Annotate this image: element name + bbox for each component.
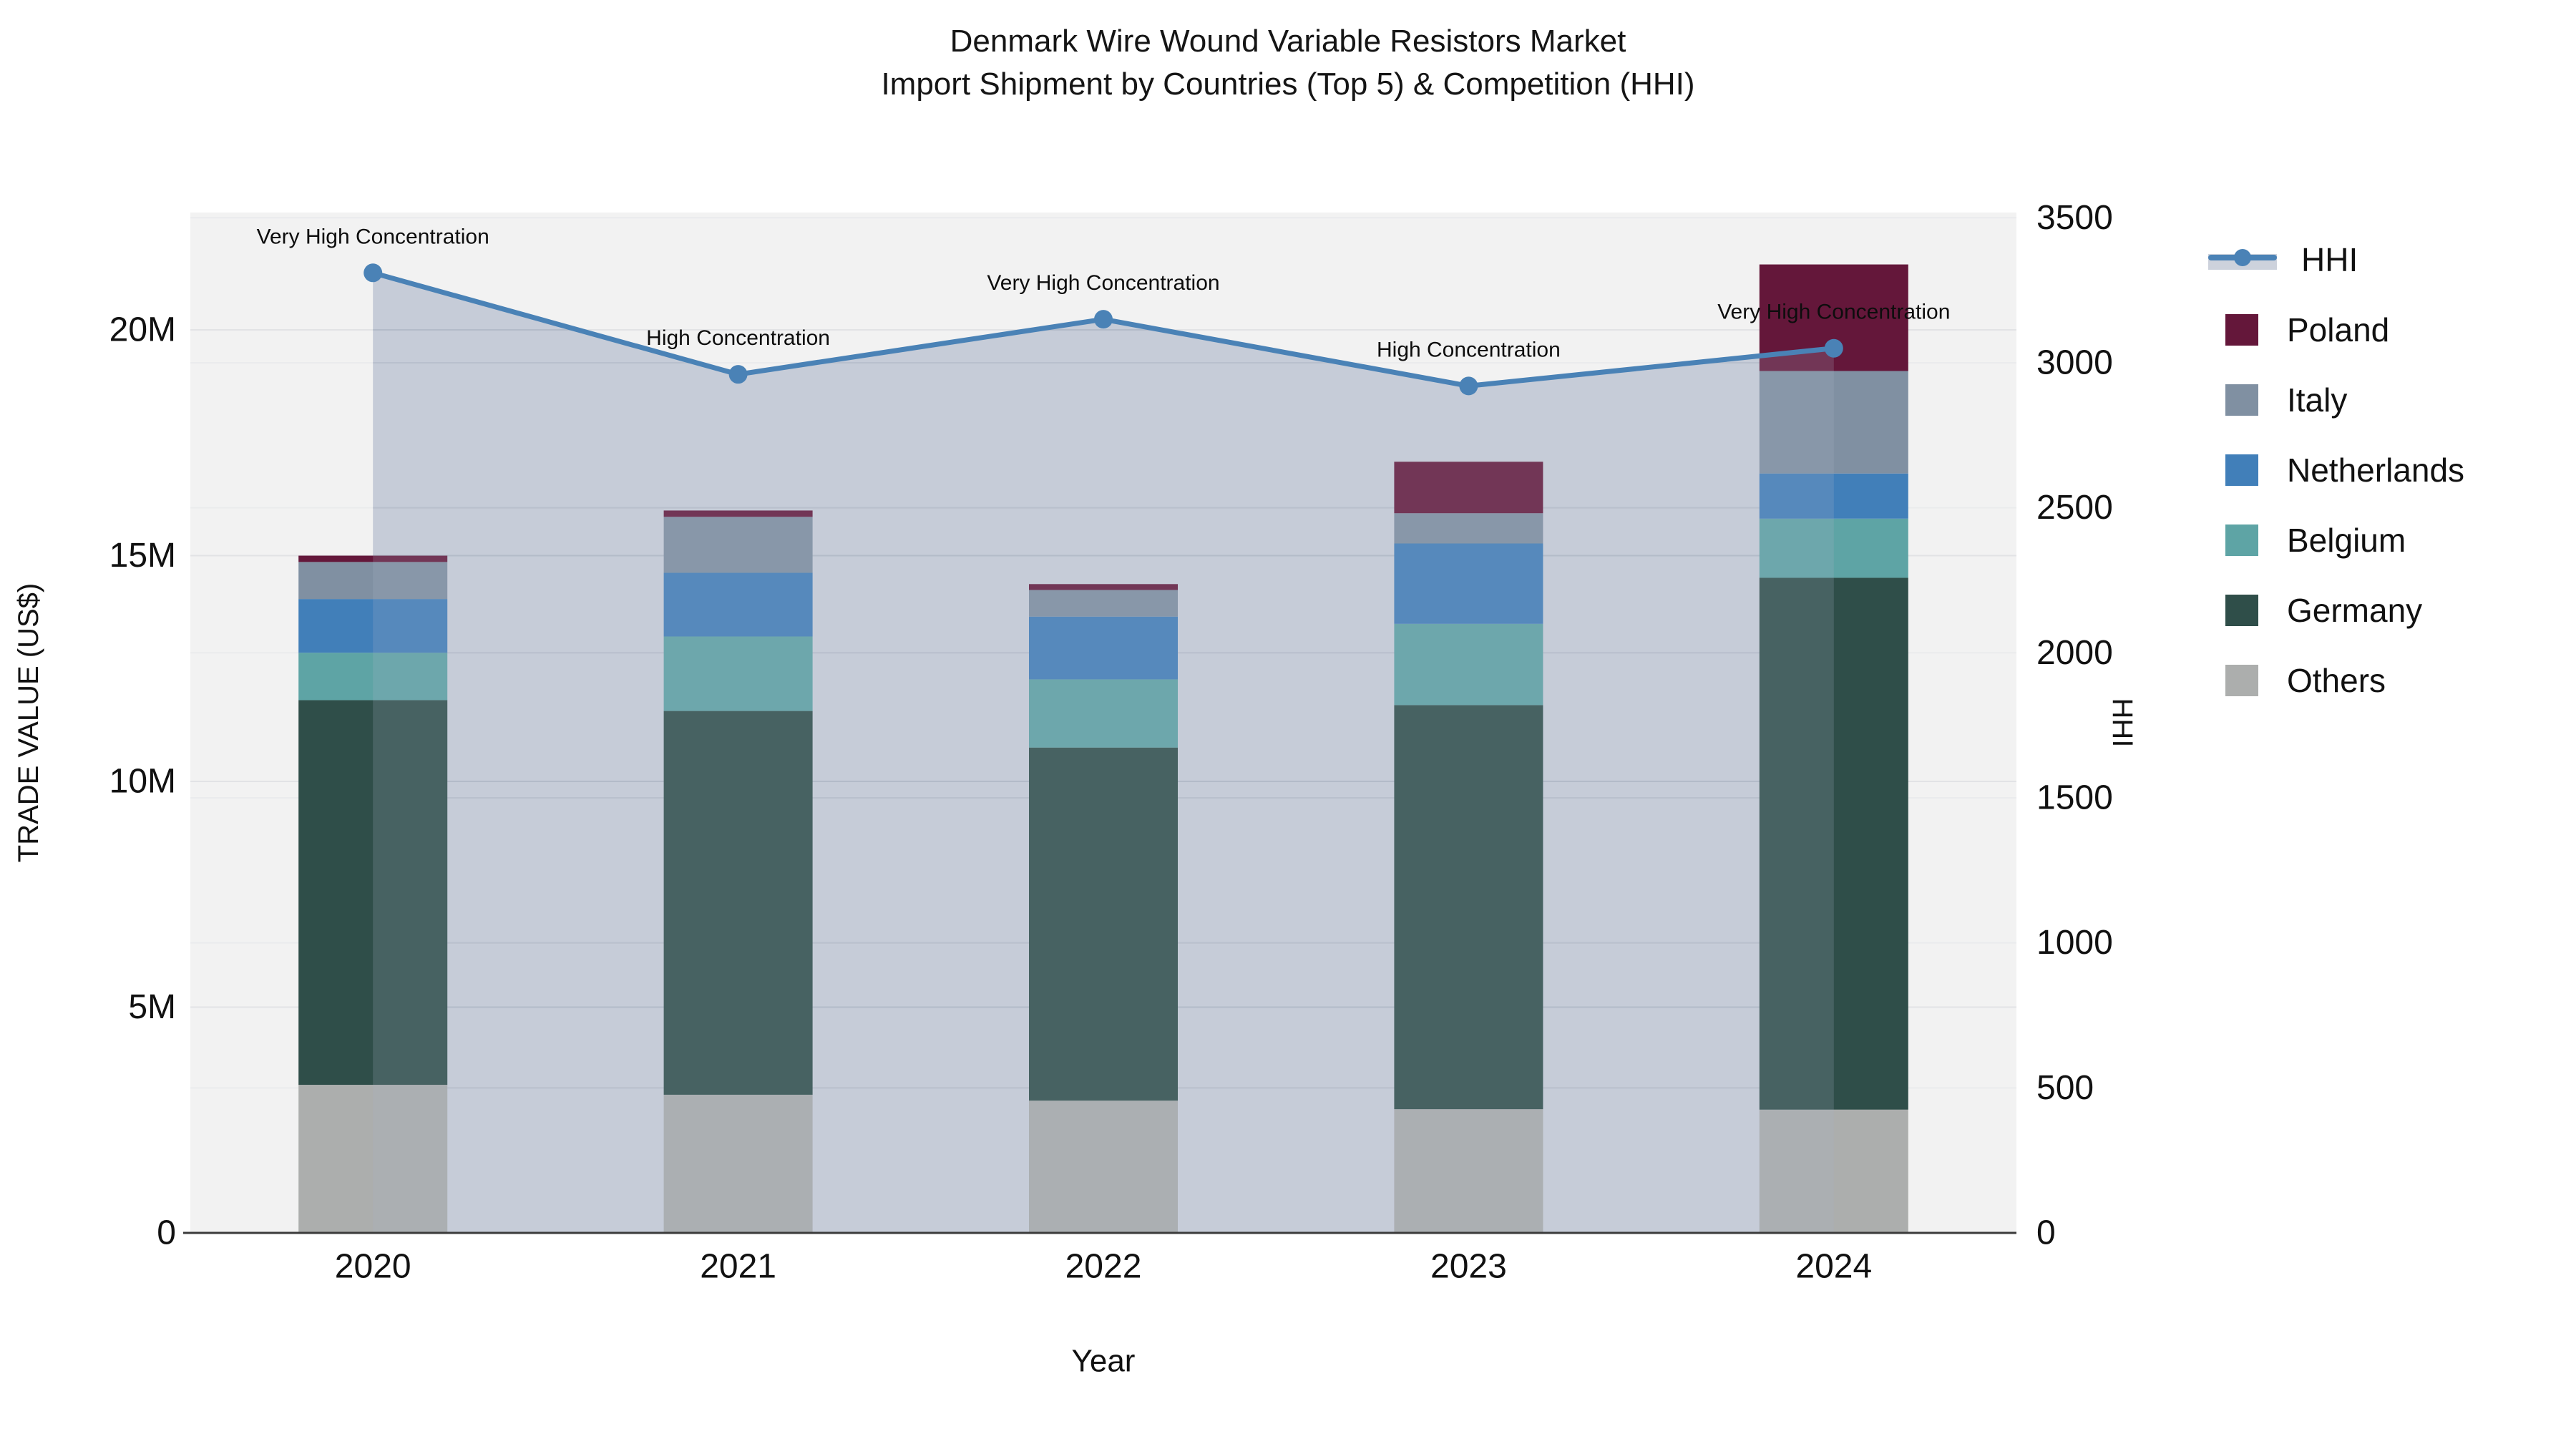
x-tick-2023: 2023 xyxy=(1430,1248,1507,1286)
legend-item-others[interactable]: Others xyxy=(2205,645,2563,716)
left-tick-0: 0 xyxy=(157,1214,176,1252)
legend-item-hhi[interactable]: HHI xyxy=(2205,225,2563,295)
color-swatch-icon xyxy=(2225,665,2258,696)
bar-segment-others-2021[interactable] xyxy=(663,1094,813,1233)
x-tick-2020: 2020 xyxy=(335,1248,411,1286)
legend-item-poland[interactable]: Poland xyxy=(2205,295,2563,365)
bar-segment-italy-2024[interactable] xyxy=(1759,371,1908,474)
bar-segment-belgium-2024[interactable] xyxy=(1759,518,1908,578)
hhi-marker-2024[interactable] xyxy=(1824,338,1843,358)
right-tick-1000: 1000 xyxy=(2036,924,2113,962)
right-tick-2000: 2000 xyxy=(2036,634,2113,672)
bar-segment-others-2020[interactable] xyxy=(298,1085,448,1233)
bar-segment-germany-2024[interactable] xyxy=(1759,577,1908,1110)
bar-segment-germany-2023[interactable] xyxy=(1394,705,1543,1110)
annotation-2021: High Concentration xyxy=(646,326,830,350)
bar-segment-netherlands-2023[interactable] xyxy=(1394,543,1543,624)
chart-title: Denmark Wire Wound Variable Resistors Ma… xyxy=(0,20,2576,106)
left-tick-10M: 10M xyxy=(109,763,176,801)
annotation-2023: High Concentration xyxy=(1377,338,1561,361)
legend-label: Germany xyxy=(2287,592,2423,629)
color-swatch-icon xyxy=(2225,384,2258,416)
bar-segment-poland-2022[interactable] xyxy=(1029,584,1178,590)
bar-segment-italy-2021[interactable] xyxy=(663,517,813,573)
bar-segment-netherlands-2022[interactable] xyxy=(1029,616,1178,680)
bar-segment-poland-2020[interactable] xyxy=(298,555,448,562)
x-tick-2021: 2021 xyxy=(700,1248,776,1286)
legend-label: Belgium xyxy=(2287,522,2406,559)
color-swatch-icon xyxy=(2225,525,2258,556)
bar-segment-italy-2022[interactable] xyxy=(1029,590,1178,617)
bar-segment-italy-2023[interactable] xyxy=(1394,513,1543,544)
bar-segment-poland-2023[interactable] xyxy=(1394,462,1543,514)
annotation-2020: Very High Concentration xyxy=(257,225,489,248)
y-axis-title-left: TRADE VALUE (US$) xyxy=(13,583,44,862)
bar-segment-germany-2022[interactable] xyxy=(1029,747,1178,1101)
legend-label: Italy xyxy=(2287,381,2348,419)
bar-segment-others-2024[interactable] xyxy=(1759,1109,1908,1233)
bar-segment-netherlands-2020[interactable] xyxy=(298,599,448,653)
bar-segment-belgium-2023[interactable] xyxy=(1394,623,1543,706)
color-swatch-icon xyxy=(2225,454,2258,486)
hhi-marker-2023[interactable] xyxy=(1459,376,1478,396)
legend-label: Poland xyxy=(2287,311,2390,348)
bar-segment-belgium-2022[interactable] xyxy=(1029,679,1178,748)
legend-item-netherlands[interactable]: Netherlands xyxy=(2205,435,2563,505)
color-swatch-icon xyxy=(2225,595,2258,626)
bar-segment-others-2023[interactable] xyxy=(1394,1109,1543,1233)
color-swatch-icon xyxy=(2225,314,2258,346)
legend-item-germany[interactable]: Germany xyxy=(2205,575,2563,645)
chart-title-line1: Denmark Wire Wound Variable Resistors Ma… xyxy=(950,24,1626,59)
right-tick-3500: 3500 xyxy=(2036,199,2113,237)
y-axis-title-right: HHI xyxy=(2107,698,2138,748)
bar-segment-germany-2021[interactable] xyxy=(663,711,813,1095)
hhi-marker-2020[interactable] xyxy=(364,263,383,283)
bar-segment-netherlands-2024[interactable] xyxy=(1759,473,1908,519)
bar-segment-others-2022[interactable] xyxy=(1029,1101,1178,1233)
bar-segment-belgium-2020[interactable] xyxy=(298,653,448,701)
legend: HHI Poland Italy Netherlands Belgium Germany O… xyxy=(2205,225,2563,716)
left-tick-5M: 5M xyxy=(128,988,176,1026)
bar-segment-italy-2020[interactable] xyxy=(298,562,448,600)
x-tick-2022: 2022 xyxy=(1065,1248,1142,1286)
annotation-2022: Very High Concentration xyxy=(987,271,1219,295)
left-tick-20M: 20M xyxy=(109,311,176,349)
right-tick-3000: 3000 xyxy=(2036,343,2113,381)
bar-segment-poland-2021[interactable] xyxy=(663,510,813,517)
left-tick-15M: 15M xyxy=(109,537,176,575)
legend-label: HHI xyxy=(2301,241,2358,278)
bar-segment-belgium-2021[interactable] xyxy=(663,636,813,711)
chart-title-line2: Import Shipment by Countries (Top 5) & C… xyxy=(881,67,1695,102)
bar-segment-germany-2020[interactable] xyxy=(298,700,448,1085)
right-tick-0: 0 xyxy=(2036,1214,2056,1252)
hhi-area-overlay xyxy=(373,273,1834,1234)
legend-item-italy[interactable]: Italy xyxy=(2205,365,2563,435)
right-tick-1500: 1500 xyxy=(2036,779,2113,816)
hhi-marker-2022[interactable] xyxy=(1094,310,1113,329)
annotation-2024: Very High Concentration xyxy=(1717,301,1950,324)
right-tick-500: 500 xyxy=(2036,1069,2094,1107)
hhi-line-swatch-icon xyxy=(2208,244,2277,275)
bar-segment-netherlands-2021[interactable] xyxy=(663,572,813,637)
x-axis-title: Year xyxy=(1072,1344,1136,1379)
legend-label: Others xyxy=(2287,662,2386,699)
legend-label: Netherlands xyxy=(2287,452,2465,489)
legend-item-belgium[interactable]: Belgium xyxy=(2205,505,2563,575)
right-tick-2500: 2500 xyxy=(2036,489,2113,527)
x-tick-2024: 2024 xyxy=(1795,1248,1872,1286)
hhi-marker-2021[interactable] xyxy=(728,365,748,384)
